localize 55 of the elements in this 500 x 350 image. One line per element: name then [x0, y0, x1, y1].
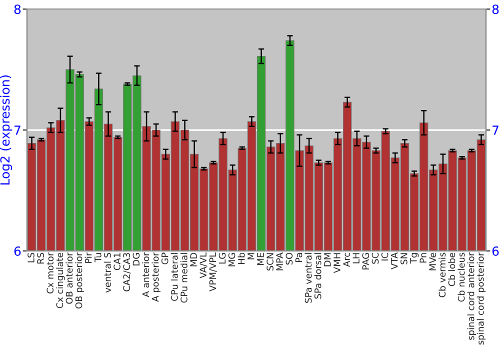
x-tick-label: SN [400, 253, 408, 264]
x-tick-label: spinal cord anterior [467, 252, 476, 340]
x-tick-label: A anterior [142, 252, 150, 298]
x-tick-label: SPa dorsal [314, 253, 322, 299]
x-tick-label: SO [286, 252, 293, 265]
x-tick-label: Cb nucleus [458, 252, 465, 302]
x-tick-label: CPu lateral [170, 253, 178, 301]
y-tick-label: 7 [14, 126, 20, 135]
x-tick-label: VPM/VPL [209, 252, 217, 292]
x-tick-label: LS [28, 252, 34, 262]
x-tick-label: ventral S [104, 252, 111, 293]
x-tick-label: Arc [343, 252, 350, 267]
x-tick-label: SC [372, 252, 379, 264]
x-tick-label: IC [381, 252, 388, 260]
x-tick-label: Cx motor [46, 252, 54, 294]
x-tick-label: SCN [266, 253, 274, 271]
x-tick-label: Pn [420, 253, 426, 262]
x-tick-label: CA1 [114, 253, 120, 270]
x-tick-label: VMH [334, 253, 340, 274]
y-tick-label: 6 [14, 246, 21, 256]
x-tick-label: Hb [238, 252, 245, 264]
x-tick-label: Pir [84, 252, 92, 263]
x-tick-label: SPa ventral [304, 253, 312, 303]
x-tick-label: DG [132, 253, 140, 266]
y2-tick-label: 6 [492, 246, 499, 256]
x-tick-label: M [248, 253, 254, 260]
x-tick-label: Cx cingulate [56, 252, 65, 308]
x-tick-label: MG [228, 253, 236, 266]
x-tick-label: VA/VL [200, 252, 208, 278]
x-tick-label: MPA [276, 252, 283, 270]
x-tick-label: OB posterior [75, 252, 84, 309]
x-tick-label: spinal cord posterior [476, 252, 486, 345]
x-tick-label: Cb vermis [438, 252, 446, 298]
x-tick-label: A posterior [152, 252, 160, 302]
y-tick-label: 8 [14, 4, 21, 14]
x-tick-label: Tg [410, 253, 419, 264]
x-tick-label: RS [37, 252, 44, 264]
x-tick-label: LH [352, 253, 360, 264]
x-tick-label: MD [190, 252, 197, 266]
x-tick-label: Tu [94, 253, 102, 262]
x-tick-label: Pa [295, 253, 302, 262]
x-tick-label: GP [161, 252, 168, 264]
y-axis-title: Log2 (expression) [0, 75, 12, 185]
x-tick-label: VTA [391, 252, 398, 270]
x-tick-label: Cb lobe [448, 252, 456, 286]
x-tick-label: OB anterior [66, 252, 73, 304]
y2-tick-label: 8 [492, 4, 499, 14]
x-tick-label: CPu medial [180, 253, 188, 303]
x-tick-label: MVe [429, 252, 436, 270]
x-tick-label: DM [324, 253, 331, 266]
x-tick-label: LG [218, 253, 226, 264]
x-tick-label: ME [257, 252, 264, 265]
x-tick-label: PAG [362, 253, 370, 270]
y2-tick-label: 7 [492, 126, 498, 135]
x-tick-label: CA2/CA3 [123, 253, 131, 292]
